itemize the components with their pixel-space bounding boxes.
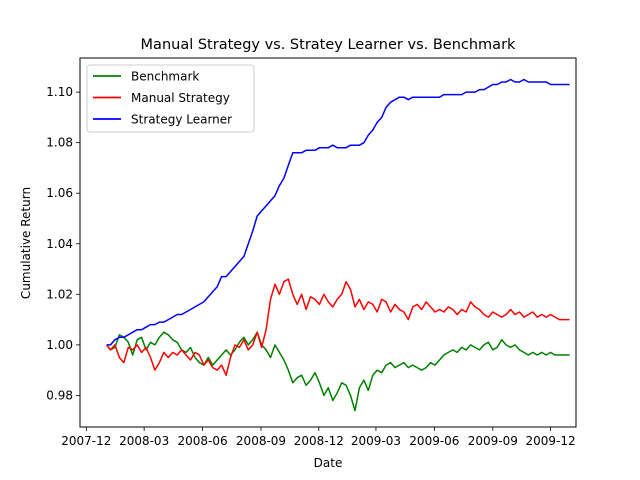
x-tick-label: 2009-03 [351, 434, 401, 448]
legend-label-strategy-learner: Strategy Learner [131, 113, 232, 127]
series-layer [106, 78, 570, 412]
series-line-strategy-learner [106, 78, 570, 346]
y-tick-label: 1.00 [46, 338, 73, 352]
x-tick-label: 2008-03 [119, 434, 169, 448]
y-tick-label: 1.02 [46, 287, 73, 301]
y-axis: 0.98 1.00 1.02 1.04 1.06 1.08 1.10 [46, 85, 80, 402]
x-tick-label: 2009-06 [409, 434, 459, 448]
chart-title: Manual Strategy vs. Stratey Learner vs. … [141, 37, 516, 53]
x-tick-label: 2008-06 [178, 434, 228, 448]
plot-area [79, 57, 577, 428]
axes-frame [79, 57, 577, 428]
y-tick-label: 0.98 [46, 388, 73, 402]
x-tick-label: 2008-12 [294, 434, 344, 448]
x-tick-label: 2007-12 [61, 434, 111, 448]
y-tick-label: 1.10 [46, 85, 73, 99]
y-tick-label: 1.04 [46, 237, 73, 251]
x-tick-label: 2008-09 [236, 434, 286, 448]
legend-label-manual-strategy: Manual Strategy [131, 91, 230, 105]
y-axis-label: Cumulative Return [19, 187, 33, 299]
x-axis: 2007-12 2008-03 2008-06 2008-09 2008-12 2009-… [61, 427, 576, 448]
legend: Benchmark Manual Strategy Strategy Learner [86, 64, 255, 133]
x-tick-label: 2009-12 [526, 434, 576, 448]
y-tick-label: 1.06 [46, 186, 73, 200]
legend-box [86, 64, 255, 133]
x-axis-label: Date [314, 456, 343, 470]
legend-label-benchmark: Benchmark [131, 70, 199, 84]
x-tick-label: 2009-09 [468, 434, 518, 448]
series-line-manual-strategy [106, 278, 570, 376]
y-tick-label: 1.08 [46, 136, 73, 150]
